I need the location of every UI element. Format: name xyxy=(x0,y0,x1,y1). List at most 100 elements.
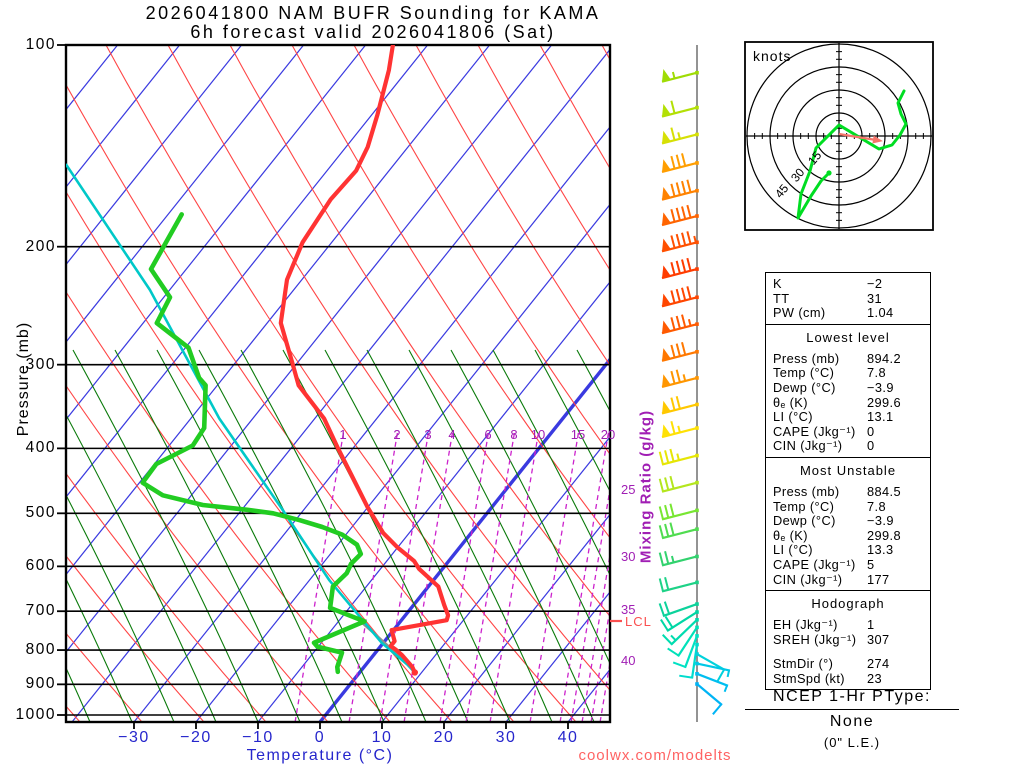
mixing-ratio-right-label: 30 xyxy=(621,549,636,564)
pressure-axis-label: Pressure (mb) xyxy=(15,321,32,437)
stats-lowest-level-title: Lowest level xyxy=(806,329,890,345)
dry-adiabat-line xyxy=(291,45,610,539)
mixing-ratio-line xyxy=(529,429,580,722)
mixing-ratio-line xyxy=(590,604,610,722)
wind-barb xyxy=(661,231,699,253)
hodograph xyxy=(746,43,932,229)
moist-adiabat-line xyxy=(408,349,595,722)
hodograph-trace-end-dot xyxy=(826,170,832,176)
mixing-ratio-label: 15 xyxy=(570,427,586,442)
stat-label: CAPE (Jkg⁻¹) xyxy=(773,423,856,439)
moist-adiabat-line xyxy=(492,349,610,577)
ptype-value: None xyxy=(829,713,875,730)
wind-barb xyxy=(695,652,726,682)
wind-barb xyxy=(695,682,723,715)
ptype-title: NCEP 1-Hr PType: xyxy=(745,688,959,710)
wind-barb xyxy=(660,610,699,632)
moist-adiabat-line xyxy=(156,349,343,722)
stat-label: CAPE (Jkg⁻¹) xyxy=(773,556,856,572)
dry-adiabat-line xyxy=(539,45,610,170)
dry-adiabat-line xyxy=(66,472,267,722)
wind-barb xyxy=(658,551,699,567)
pressure-tick-label: 300 xyxy=(25,355,56,373)
stat-value: −3.9 xyxy=(867,513,894,529)
moist-adiabat-line xyxy=(240,349,427,722)
stats-panel: K −2 TT 31 PW (cm) 1.04 Lowest level Press (mb)… xyxy=(765,272,931,691)
wind-barb xyxy=(661,618,699,646)
stat-value: −3.9 xyxy=(867,379,894,395)
stat-label: Dewp (°C) xyxy=(773,513,836,529)
wind-barb xyxy=(658,576,699,593)
stat-label: Dewp (°C) xyxy=(773,379,836,395)
storm-motion-arrowhead xyxy=(872,135,883,144)
mixing-ratio-label: 1 xyxy=(339,427,347,442)
stats-hodograph: Hodograph EH (Jkg⁻¹) 1 SREH (Jkg⁻¹) 307 StmDi… xyxy=(766,590,930,689)
pressure-tick-label: 900 xyxy=(25,675,56,693)
stat-row: StmSpd (kt) 23 xyxy=(766,671,930,686)
stat-label: K xyxy=(773,276,782,291)
temperature-trace-end-dot xyxy=(411,669,419,676)
dry-adiabat-line xyxy=(66,705,81,722)
moist-adiabat-line xyxy=(66,413,217,722)
stat-label: CIN (Jkg⁻¹) xyxy=(773,571,843,587)
temperature-tick-label: −10 xyxy=(242,729,274,746)
temperature-tick-label: 10 xyxy=(371,729,393,746)
stat-row: θₑ (K) 299.6 xyxy=(766,395,930,410)
mixing-ratio-line xyxy=(348,429,399,722)
stats-hodograph-title: Hodograph xyxy=(811,596,885,612)
moist-adiabat-line xyxy=(324,349,511,722)
moist-adiabat-line xyxy=(282,349,469,722)
stat-value: 5 xyxy=(867,556,875,572)
moist-adiabat-line xyxy=(66,493,175,722)
wind-barb xyxy=(679,642,699,679)
stat-label: EH (Jkg⁻¹) xyxy=(773,617,838,633)
stat-row: θₑ (K) 299.8 xyxy=(766,528,930,543)
stat-row: CIN (Jkg⁻¹) 0 xyxy=(766,438,930,453)
lcl-label: LCL xyxy=(625,614,652,629)
wind-barb xyxy=(661,369,699,389)
mixing-ratio-right-label: 40 xyxy=(621,653,636,668)
plot-frame xyxy=(64,43,612,724)
ptype-panel: NCEP 1-Hr PType: None (0" L.E.) xyxy=(745,688,959,750)
moist-adiabat-line xyxy=(198,349,385,722)
wind-barb xyxy=(695,672,729,693)
dewpoint-trace xyxy=(140,212,367,675)
temperature-tick-label: 20 xyxy=(433,729,455,746)
stat-value: 31 xyxy=(867,290,883,306)
stat-label: TT xyxy=(773,290,790,306)
isotherm-line xyxy=(195,203,610,722)
mixing-ratio-label: 20 xyxy=(600,427,616,442)
stat-row: CAPE (Jkg⁻¹) 0 xyxy=(766,424,930,439)
mixing-ratio-line xyxy=(465,429,516,722)
stat-row: Temp (°C) 7.8 xyxy=(766,499,930,514)
temperature-tick-label: 40 xyxy=(557,729,579,746)
mixing-ratio-axis-label: Mixing Ratio (g/kg) xyxy=(637,409,655,564)
wind-barb xyxy=(661,257,699,280)
isotherm-line xyxy=(66,45,305,343)
stat-label: Temp (°C) xyxy=(773,498,835,514)
mixing-ratio-label: 6 xyxy=(484,427,492,442)
stat-row: K −2 xyxy=(766,276,930,291)
mixing-ratio-right-label: 25 xyxy=(621,482,636,497)
stat-row: CAPE (Jkg⁻¹) 5 xyxy=(766,557,930,572)
ptype-detail: (0" L.E.) xyxy=(823,735,881,750)
wind-barb xyxy=(661,100,699,118)
skewt-background xyxy=(66,45,610,722)
stat-label: PW (cm) xyxy=(773,305,826,321)
mixing-ratio-line xyxy=(439,429,490,722)
dry-adiabat-line xyxy=(66,190,453,722)
stat-row: TT 31 xyxy=(766,291,930,306)
pressure-tick-label: 400 xyxy=(25,439,56,457)
mixing-ratio-line xyxy=(570,485,610,722)
pressure-tick-label: 700 xyxy=(25,602,56,620)
wind-barb xyxy=(658,475,699,493)
stat-value: 1 xyxy=(867,617,875,633)
isotherm-line xyxy=(66,45,553,653)
dry-adiabat-line xyxy=(477,45,610,272)
stat-label: StmSpd (kt) xyxy=(773,670,845,686)
stat-label: Press (mb) xyxy=(773,483,840,499)
stat-value: 0 xyxy=(867,438,875,454)
dry-adiabat-line xyxy=(167,45,610,691)
moist-adiabat-line xyxy=(66,666,91,722)
